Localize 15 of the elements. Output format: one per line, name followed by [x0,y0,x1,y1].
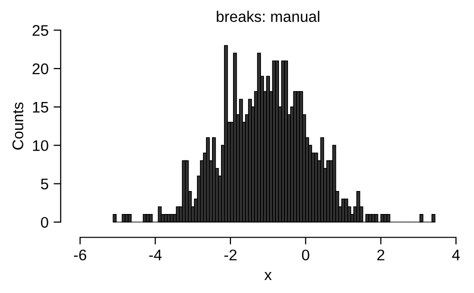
x-axis-title: x [264,272,272,280]
x-tick-label: 4 [452,250,460,260]
x-tick-label: -6 [74,250,86,260]
x-tick-label: -2 [224,250,236,260]
chart-title: breaks: manual [216,10,320,22]
y-axis-title: Counts [12,102,24,150]
y-tick-label: 0 [40,216,48,228]
y-tick-label: 15 [33,102,48,113]
x-tick-label: 2 [377,250,384,260]
y-tick-label: 5 [40,178,48,190]
x-tick-label: 0 [302,250,310,260]
y-tick-label: 20 [32,63,48,74]
x-tick-label: -4 [149,250,162,260]
y-tick-label: 10 [33,140,48,152]
y-tick-label: 25 [32,25,48,36]
